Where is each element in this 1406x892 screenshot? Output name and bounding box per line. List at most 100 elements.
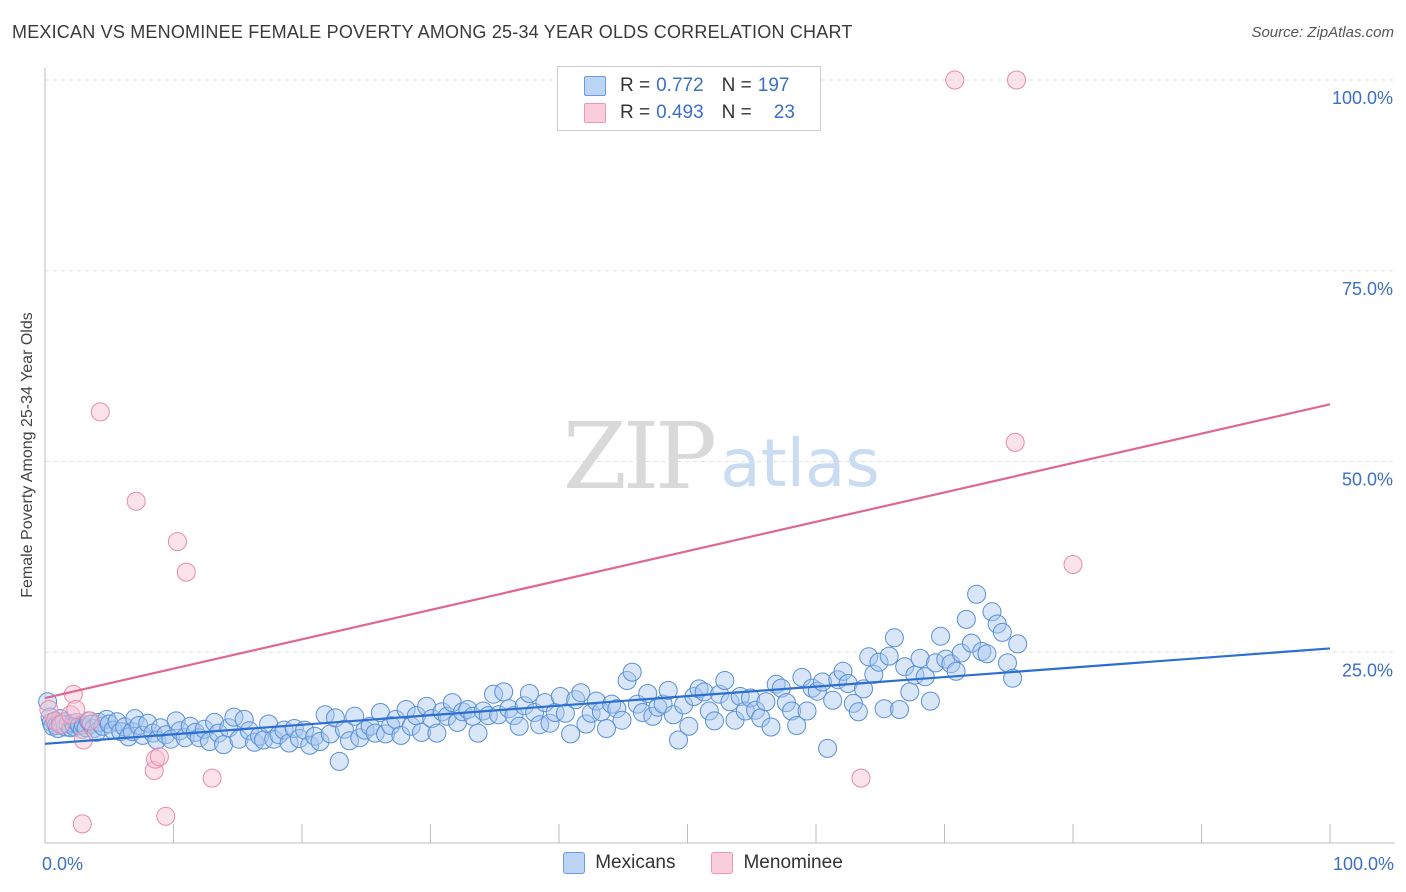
mexicans-point-192 [926, 653, 945, 673]
mexicans-point-83 [365, 723, 385, 743]
mexicans-point-27 [99, 714, 119, 734]
n-value: 197 [757, 75, 790, 96]
mexicans-point-166 [792, 667, 812, 687]
legend-row-menominee: R = 0.493 N = 23 [584, 100, 795, 126]
r-label: R = [620, 75, 651, 96]
mexicans-point-203 [982, 602, 1002, 622]
mexicans-point-142 [669, 730, 688, 750]
mexicans-point-110 [504, 706, 524, 726]
menominee-point-9 [90, 402, 110, 422]
mexicans-point-58 [239, 721, 259, 741]
mexicans-point-207 [1003, 668, 1023, 688]
mexicans-point-72 [310, 732, 330, 751]
mexicans-point-160 [761, 717, 781, 737]
menominee-swatch [584, 103, 606, 123]
mexicans-point-124 [576, 714, 596, 734]
mexicans-point-181 [869, 652, 889, 672]
menominee-point-5 [66, 700, 86, 719]
mexicans-swatch [584, 76, 606, 96]
menominee-trend-line [44, 403, 1331, 700]
mexicans-point-86 [381, 716, 401, 735]
mexicans-point-164 [782, 701, 802, 721]
mexicans-point-117 [540, 713, 560, 733]
mexicans-point-126 [586, 691, 606, 711]
mexicans-points [38, 584, 1028, 771]
mexicans-point-146 [689, 679, 709, 699]
mexicans-point-119 [550, 687, 570, 706]
source-label: Source: ZipAtlas.com [1251, 24, 1394, 41]
menominee-legend-swatch [711, 852, 734, 874]
menominee-point-15 [167, 532, 187, 552]
axes [44, 68, 1395, 844]
mexicans-point-52 [209, 723, 228, 743]
mexicans-trend-line [44, 647, 1331, 745]
mexicans-point-71 [305, 726, 325, 746]
legend-label-menominee: Menominee [743, 852, 843, 873]
mexicans-point-208 [1008, 634, 1028, 654]
mexicans-point-137 [643, 706, 663, 726]
x-tick-label-1: 100.0% [1333, 854, 1394, 874]
mexicans-point-201 [972, 642, 992, 661]
y-tick-labels: 25.0% 50.0% 75.0% 100.0% [1332, 88, 1393, 680]
mexicans-point-49 [194, 719, 214, 739]
mexicans-point-186 [895, 657, 915, 677]
mexicans-legend-swatch [563, 852, 586, 874]
menominee-point-2 [50, 715, 70, 735]
mexicans-point-179 [859, 647, 879, 667]
mexicans-point-202 [977, 644, 997, 664]
mexicans-point-131 [612, 710, 632, 730]
menominee-point-10 [126, 491, 146, 511]
mexicans-point-140 [658, 680, 678, 700]
trend-lines [44, 403, 1331, 745]
x-tick-labels: 0.0% 100.0% [42, 854, 1394, 874]
mexicans-point-172 [823, 690, 843, 710]
mexicans-point-183 [879, 646, 899, 666]
menominee-point-19 [945, 70, 965, 90]
mexicans-point-133 [622, 662, 642, 682]
mexicans-point-180 [864, 664, 884, 684]
mexicans-point-103 [468, 723, 488, 743]
mexicans-point-76 [329, 751, 349, 771]
y-tick-label-3: 100.0% [1332, 88, 1393, 108]
menominee-point-13 [149, 747, 169, 767]
y-tick-label-2: 75.0% [1342, 279, 1393, 299]
mexicans-point-108 [494, 682, 514, 702]
mexicans-point-177 [848, 702, 868, 722]
mexicans-point-95 [427, 723, 447, 743]
mexicans-point-141 [663, 705, 683, 725]
mexicans-point-123 [571, 683, 591, 703]
mexicans-point-185 [890, 700, 909, 719]
r-label: R = [620, 102, 651, 123]
mexicans-point-77 [334, 719, 354, 739]
menominee-point-0 [39, 700, 59, 719]
menominee-points [39, 70, 1083, 834]
menominee-point-6 [72, 814, 92, 834]
mexicans-point-167 [797, 701, 817, 721]
mexicans-point-66 [279, 733, 299, 753]
mexicans-point-197 [951, 643, 971, 663]
stats-legend: R = 0.772 N = 197 R = 0.493 N = 23 [557, 66, 821, 131]
mexicans-point-148 [699, 701, 719, 721]
menominee-point-21 [1005, 432, 1025, 452]
mexicans-point-205 [992, 622, 1012, 642]
mexicans-point-78 [340, 731, 359, 751]
mexicans-point-193 [931, 626, 951, 646]
n-label: N = [721, 75, 752, 96]
mexicans-point-37 [138, 713, 158, 733]
mexicans-point-128 [597, 719, 616, 738]
mexicans-point-198 [956, 609, 976, 629]
r-value: 0.493 [656, 102, 704, 123]
mexicans-point-182 [874, 699, 894, 719]
series-legend: Mexicans Menominee [0, 852, 1406, 874]
watermark: ZIP atlas [563, 403, 880, 510]
mexicans-point-200 [967, 584, 987, 604]
r-value: 0.772 [656, 75, 704, 96]
mexicans-point-130 [607, 699, 627, 719]
mexicans-point-113 [519, 684, 539, 703]
mexicans-point-165 [787, 716, 807, 735]
menominee-point-20 [1007, 70, 1026, 90]
legend-item-mexicans: Mexicans [563, 852, 675, 874]
menominee-point-17 [202, 768, 222, 788]
grid-lines [45, 79, 1395, 653]
